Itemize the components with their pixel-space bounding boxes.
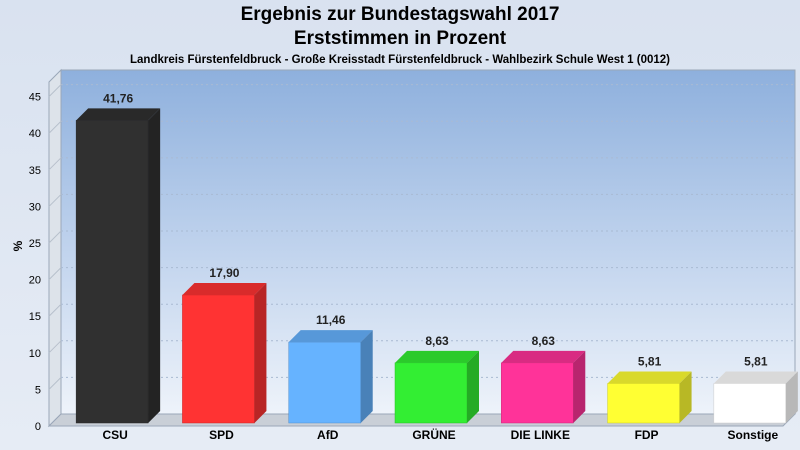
x-tick-label: DIE LINKE xyxy=(511,428,570,442)
bar-top xyxy=(501,350,586,363)
gridline-wall xyxy=(48,377,62,390)
x-tick-label: Sonstige xyxy=(728,428,779,442)
bar-value-label: 8,63 xyxy=(425,334,449,348)
bar xyxy=(607,383,680,424)
y-tick-label: 40 xyxy=(29,128,41,140)
bar-value-label: 41,76 xyxy=(103,91,133,105)
bar-top xyxy=(182,282,267,295)
chart-subtitle: Erststimmen in Prozent xyxy=(293,28,507,49)
chart-caption: Landkreis Fürstenfeldbruck - Große Kreis… xyxy=(130,54,670,66)
gridline-wall xyxy=(48,120,62,134)
bar-side xyxy=(467,350,479,423)
bar xyxy=(394,362,468,424)
bar-side xyxy=(148,108,161,423)
y-tick-label: 0 xyxy=(35,421,41,433)
bar-top xyxy=(76,108,161,121)
bar xyxy=(182,294,255,424)
bar-top xyxy=(395,350,479,363)
x-tick-label: CSU xyxy=(102,428,127,442)
y-tick-label: 45 xyxy=(29,92,41,104)
y-tick-label: 15 xyxy=(29,311,41,323)
bar-side xyxy=(679,371,692,423)
bar xyxy=(75,120,149,424)
y-tick-label: 20 xyxy=(29,275,41,287)
x-tick-label: SPD xyxy=(209,428,234,442)
y-tick-label: 35 xyxy=(29,165,41,177)
bar-value-label: 17,90 xyxy=(209,266,239,280)
bar-value-label: 11,46 xyxy=(316,313,346,327)
gridline-wall xyxy=(48,267,62,280)
bar-side xyxy=(360,330,373,423)
gridline-wall xyxy=(48,303,62,317)
bar-side xyxy=(785,371,798,423)
y-tick-label: 30 xyxy=(29,201,41,213)
x-tick-label: GRÜNE xyxy=(412,427,455,442)
gridline-wall xyxy=(48,84,62,97)
y-axis-label: % xyxy=(11,240,25,251)
x-tick-label: FDP xyxy=(635,428,659,442)
gridline-wall xyxy=(48,194,62,207)
bar-top xyxy=(713,371,798,384)
bar-value-label: 5,81 xyxy=(744,354,768,368)
chart-title: Ergebnis zur Bundestagswahl 2017 xyxy=(240,4,560,25)
bar xyxy=(288,341,361,424)
bar-side xyxy=(573,350,586,423)
bar-value-label: 8,63 xyxy=(532,334,556,348)
bar xyxy=(713,383,787,424)
bar-value-label: 5,81 xyxy=(638,354,662,368)
bar xyxy=(501,362,574,424)
x-tick-label: AfD xyxy=(317,428,339,442)
y-tick-label: 10 xyxy=(29,348,41,360)
bar-side xyxy=(254,282,267,423)
gridline-wall xyxy=(48,157,62,171)
bar-top xyxy=(288,330,373,343)
bar-top xyxy=(607,371,692,384)
gridline-wall xyxy=(48,230,62,244)
gridline-wall xyxy=(48,340,62,354)
y-tick-label: 25 xyxy=(29,238,41,250)
y-tick-label: 5 xyxy=(35,384,41,396)
